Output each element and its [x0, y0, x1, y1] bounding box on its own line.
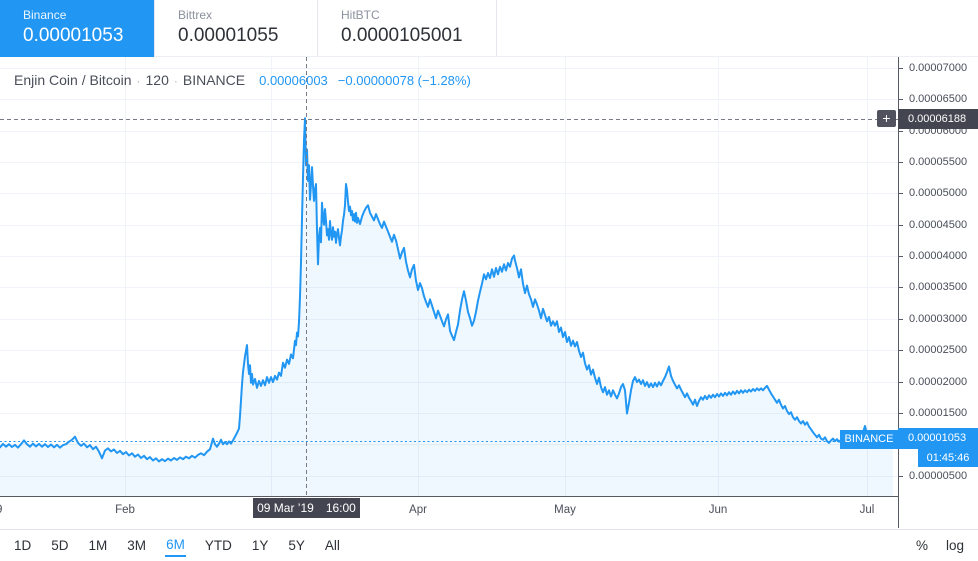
- range-button-all[interactable]: All: [324, 537, 340, 553]
- tab-bittrex[interactable]: Bittrex 0.00001055: [155, 0, 318, 57]
- exchange-label: BINANCE: [182, 72, 246, 88]
- price-tick-label: 0.00005000: [899, 187, 978, 200]
- price-tick-label: 0.00000500: [899, 470, 978, 483]
- tab-label: Bittrex: [178, 8, 213, 22]
- chart-legend: Enjin Coin / Bitcoin · 120 · BINANCE 0.000060…: [14, 72, 481, 88]
- range-button-1d[interactable]: 1D: [14, 537, 32, 553]
- time-axis-label: May: [554, 504, 576, 516]
- symbol-title: Enjin Coin / Bitcoin: [14, 72, 132, 88]
- time-axis-label-clipped: ’19: [0, 504, 2, 516]
- price-tick-label: 0.00001500: [899, 407, 978, 420]
- tab-price: 0.00001055: [178, 25, 279, 46]
- tab-price: 0.00001053: [23, 25, 124, 46]
- exchange-tabbar: Binance 0.00001053 Bittrex 0.00001055 Hi…: [0, 0, 978, 57]
- tab-label: Binance: [23, 8, 67, 22]
- separator-dot: ·: [136, 74, 141, 88]
- crosshair-price-badge: 0.00006188: [898, 109, 978, 129]
- bar-countdown-badge: 01:45:46: [918, 449, 978, 467]
- range-button-6m[interactable]: 6M: [165, 535, 186, 557]
- price-tick-label: 0.00005500: [899, 156, 978, 169]
- add-alert-plus-icon[interactable]: +: [877, 110, 896, 127]
- last-price-badge: 0.00001053: [898, 428, 978, 449]
- range-toolbar: 1D 5D 1M 3M 6M YTD 1Y 5Y All % log: [0, 529, 978, 561]
- tab-hitbtc[interactable]: HitBTC 0.0000105001: [318, 0, 497, 57]
- time-axis-label: Feb: [115, 504, 135, 516]
- time-axis[interactable]: ’19 09 Mar ’19 16:00 Feb Apr May Jun Jul: [0, 496, 898, 529]
- log-scale-button[interactable]: log: [945, 538, 964, 553]
- series-source-badge: BINANCE: [840, 430, 898, 449]
- range-button-5d[interactable]: 5D: [51, 537, 69, 553]
- tab-label: HitBTC: [341, 8, 380, 22]
- chart-plot-area[interactable]: [0, 57, 898, 496]
- crosshair-date-badge: 09 Mar ’19 16:00: [253, 498, 360, 518]
- price-tick-label: 0.00002500: [899, 344, 978, 357]
- time-axis-label: Jul: [859, 504, 875, 516]
- range-button-ytd[interactable]: YTD: [204, 537, 232, 553]
- price-tick-label: 0.00003500: [899, 281, 978, 294]
- legend-price: 0.00006003: [259, 73, 328, 88]
- plot-svg: [0, 57, 898, 496]
- time-axis-label: Jun: [708, 504, 728, 516]
- legend-change: −0.00000078 (−1.28%): [337, 73, 471, 88]
- range-button-5y[interactable]: 5Y: [288, 537, 305, 553]
- range-button-1m[interactable]: 1M: [88, 537, 108, 553]
- price-tick-label: 0.00007000: [899, 62, 978, 75]
- range-button-3m[interactable]: 3M: [127, 537, 147, 553]
- price-tick-label: 0.00004000: [899, 250, 978, 263]
- series-line: [0, 117, 894, 463]
- price-tick-label: 0.00002000: [899, 376, 978, 389]
- crosshair-time: 16:00: [325, 501, 356, 515]
- price-tick-label: 0.00003000: [899, 313, 978, 326]
- price-tick-label: 0.00006500: [899, 93, 978, 106]
- tab-binance[interactable]: Binance 0.00001053: [0, 0, 155, 57]
- percent-scale-button[interactable]: %: [915, 538, 928, 553]
- price-tick-label: 0.00004500: [899, 219, 978, 232]
- interval-label: 120: [145, 72, 169, 88]
- time-axis-label: Apr: [409, 504, 427, 516]
- tab-price: 0.0000105001: [341, 25, 463, 46]
- series-area-fill: [0, 118, 893, 496]
- separator-dot: ·: [173, 74, 178, 88]
- crosshair-date: 09 Mar ’19: [257, 501, 314, 515]
- range-button-1y[interactable]: 1Y: [251, 537, 269, 553]
